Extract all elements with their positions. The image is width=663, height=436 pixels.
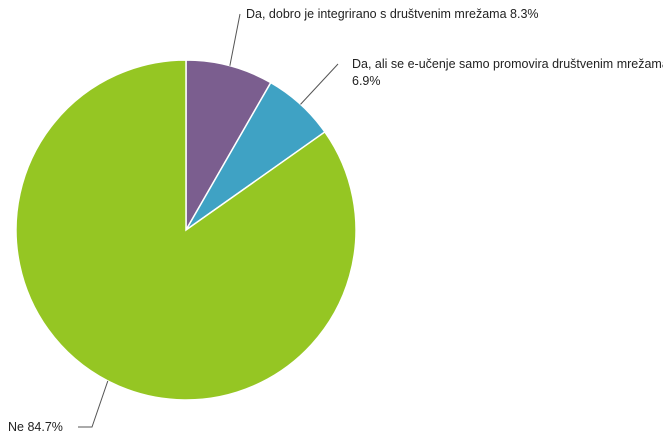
label-value: 8.3% — [510, 7, 539, 21]
label-name: Ne — [8, 420, 24, 434]
leader-line — [78, 380, 109, 428]
leader-line — [300, 63, 339, 105]
pie-slice — [185, 59, 272, 233]
slice-label: Da, ali se e-učenje samo promovira društ… — [352, 56, 663, 90]
leader-line — [229, 13, 241, 66]
slice-label: Da, dobro je integrirano s društvenim mr… — [246, 6, 539, 23]
slice-label: Ne 84.7% — [8, 419, 63, 436]
label-name: Da, ali se e-učenje samo promovira društ… — [352, 57, 663, 71]
label-value: 6.9% — [352, 74, 381, 88]
label-name: Da, dobro je integrirano s društvenim mr… — [246, 7, 507, 21]
label-value: 84.7% — [27, 420, 63, 434]
